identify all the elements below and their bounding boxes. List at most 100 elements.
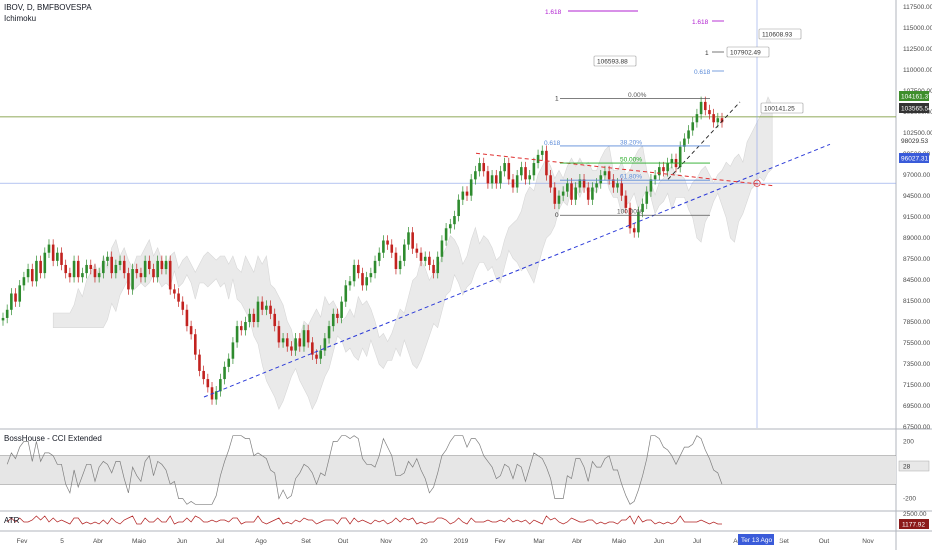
candle-body: [290, 346, 293, 351]
fib-extension-label: 1.618: [692, 19, 709, 26]
candle-body: [227, 358, 231, 367]
candle-body: [219, 379, 222, 392]
candle-body: [532, 163, 536, 176]
cci-line: [6, 435, 723, 505]
candle-body: [294, 338, 297, 351]
candle-body: [331, 313, 335, 327]
y-tick-label: 112500.00: [903, 46, 932, 53]
candle-body: [265, 305, 268, 310]
cci-tick-label: 200: [903, 438, 914, 445]
price-tag-fib: 98029.53: [901, 138, 928, 145]
candle-body: [411, 232, 414, 249]
candle-body: [607, 171, 611, 180]
candle-body: [139, 273, 143, 278]
candle-body: [699, 101, 703, 115]
x-tick-label: 2019: [454, 538, 469, 545]
candle-body: [403, 244, 406, 261]
candle-body: [18, 285, 22, 302]
candle-body: [457, 199, 460, 217]
trend-line-support: [203, 143, 831, 398]
candle-body: [131, 269, 134, 290]
candle-body: [336, 313, 339, 318]
candle-body: [193, 334, 197, 355]
candle-body: [306, 330, 310, 343]
candle-body: [394, 252, 398, 270]
candle-body: [683, 138, 686, 147]
candle-body: [177, 293, 180, 302]
candle-body: [285, 338, 289, 347]
candle-body: [269, 305, 272, 314]
candle-body: [490, 175, 494, 184]
x-tick-label: Abr: [93, 538, 104, 545]
candle-body: [10, 293, 13, 310]
candle-body: [628, 207, 632, 229]
candle-body: [398, 260, 402, 270]
fib-anchor-label: 1: [555, 96, 559, 103]
candle-body: [666, 163, 669, 172]
candle-body: [570, 183, 573, 200]
price-tag-last-bg: [899, 91, 929, 101]
price-callout: 110608.93: [762, 32, 793, 39]
candle-body: [143, 260, 147, 278]
fib-extension-label: 0.618: [694, 69, 711, 76]
y-tick-label: 87500.00: [903, 256, 930, 263]
price-tag-crosshair-bg: [899, 153, 929, 163]
cci-band: [0, 455, 896, 485]
candle-body: [444, 228, 448, 241]
candle-body: [156, 260, 159, 278]
candle-body: [235, 326, 239, 343]
y-tick-label: 81500.00: [903, 298, 930, 305]
candle-body: [256, 301, 260, 323]
candle-body: [599, 175, 603, 184]
candle-body: [687, 130, 690, 139]
candle-body: [311, 342, 314, 355]
candle-body: [478, 163, 481, 172]
price-tag-last: 104161.37: [901, 94, 932, 101]
candle-body: [206, 379, 210, 388]
price-callout-box: [760, 102, 804, 114]
candle-body: [348, 281, 352, 286]
candle-body: [315, 354, 318, 359]
candle-body: [632, 228, 636, 233]
candle-body: [244, 322, 247, 331]
candle-body: [720, 118, 724, 123]
candle-body: [323, 338, 327, 351]
candle-body: [716, 118, 720, 123]
fib-level-label: 61.80%: [620, 174, 642, 181]
candle-body: [612, 179, 615, 188]
x-tick-label: Out: [819, 538, 830, 545]
y-tick-label: 102500.00: [903, 130, 932, 137]
y-tick-label: 73500.00: [903, 361, 930, 368]
y-tick-label: 97000.00: [903, 172, 930, 179]
candle-body: [520, 167, 523, 176]
candle-body: [595, 183, 598, 188]
candle-body: [93, 269, 97, 278]
candle-body: [26, 269, 30, 278]
candle-body: [486, 171, 490, 184]
cci-tick-label: -200: [903, 496, 916, 503]
candle-body: [223, 366, 226, 380]
y-tick-label: 67500.00: [903, 424, 930, 431]
chart-title: IBOV, D, BMFBOVESPA: [4, 3, 92, 12]
candle-body: [114, 264, 118, 274]
candle-body: [373, 260, 377, 274]
candle-body: [511, 179, 515, 188]
x-tick-label: Jul: [216, 538, 225, 545]
candle-body: [469, 179, 473, 196]
candle-body: [536, 154, 540, 164]
candle-body: [344, 285, 348, 302]
candle-body: [365, 277, 368, 286]
x-tick-label: Jun: [177, 538, 188, 545]
candle-body: [423, 256, 427, 261]
candle-body: [214, 391, 218, 400]
price-callout: 106593.88: [597, 59, 628, 66]
candle-body: [428, 256, 431, 265]
candle-body: [712, 114, 715, 123]
candle-body: [361, 273, 364, 286]
trend-line-channel: [667, 101, 741, 180]
candle-body: [465, 191, 469, 196]
candle-body: [64, 264, 68, 274]
y-tick-label: 115000.00: [903, 25, 932, 32]
candle-body: [453, 216, 456, 225]
